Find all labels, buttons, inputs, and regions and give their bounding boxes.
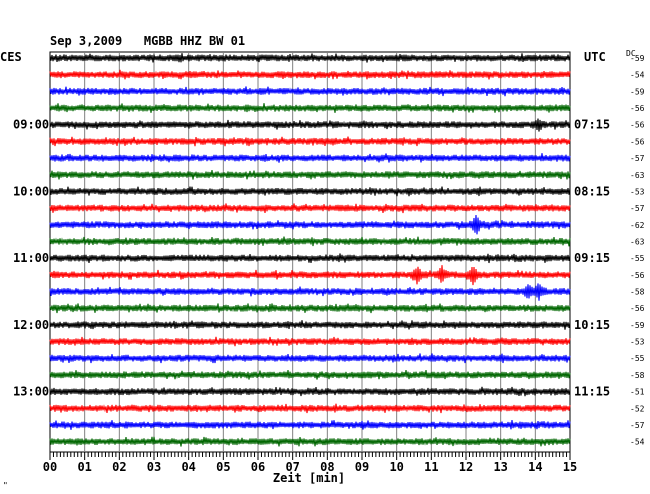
dc-offset-label: -52 [630,404,645,413]
trace-row [49,86,571,97]
dc-offset-label: -62 [630,221,645,230]
trace-row [49,69,571,80]
x-tick-label: 02 [112,460,126,474]
utc-time-label: 09:15 [574,251,610,265]
dc-offset-label: -56 [630,121,645,130]
trace-row [49,320,571,330]
local-time-label: 11:00 [13,251,49,265]
x-tick-label: 09 [355,460,369,474]
trace-row [49,303,571,314]
x-tick-label: 06 [251,460,265,474]
dc-offset-label: -57 [630,204,645,213]
dc-header-label: DC [626,49,636,58]
dc-offset-label: -63 [630,171,645,180]
dc-offset-label: -54 [630,438,645,447]
trace-row [49,153,571,163]
trace-row [49,203,571,214]
dc-offset-label: -58 [630,288,645,297]
utc-time-label: 07:15 [574,118,610,132]
trace-row [49,103,571,113]
local-time-label: 10:00 [13,184,49,198]
trace-row [49,253,571,264]
dc-offset-label: -57 [630,421,645,430]
trace-row [49,386,571,397]
x-tick-label: 00 [43,460,57,474]
x-tick-label: 11 [424,460,438,474]
trace-row [49,118,571,132]
dc-offset-label: -59 [630,321,645,330]
dc-offset-label: -51 [630,388,645,397]
trace-row [49,186,571,197]
x-tick-label: 13 [493,460,507,474]
dc-offset-label: -53 [630,338,645,347]
dc-offset-label: -56 [630,304,645,313]
trace-row [49,265,571,286]
dc-offset-label: -55 [630,354,645,363]
dc-offset-label: -55 [630,254,645,263]
timezone-right-label: UTC [584,50,606,64]
x-tick-label: 01 [77,460,91,474]
dc-offset-label: -53 [630,187,645,196]
dc-offset-label: -59 [630,87,645,96]
local-time-label: 09:00 [13,118,49,132]
x-tick-label: 12 [459,460,473,474]
trace-row [49,353,571,364]
x-tick-label: 03 [147,460,161,474]
x-tick-label: 15 [563,460,577,474]
trace-row [49,370,571,380]
trace-row [49,336,571,347]
dc-offset-label: -56 [630,271,645,280]
dc-offset-label: -54 [630,71,645,80]
minute-grid [49,51,571,460]
trace-row [49,136,571,147]
timezone-left-label: CES [0,50,22,64]
x-tick-label: 04 [181,460,195,474]
x-tick-label: 07 [285,460,299,474]
trace-row [49,436,571,447]
utc-time-label: 10:15 [574,318,610,332]
dc-offset-label: -57 [630,154,645,163]
x-axis-label: Zeit [min] [273,471,345,485]
trace-group [49,53,571,447]
dc-offset-label: -59 [630,54,645,63]
trace-row [49,283,571,301]
trace-row [49,53,571,63]
x-tick-label: 08 [320,460,334,474]
corner-mark: " [3,481,8,490]
dc-offset-label: -58 [630,371,645,380]
local-time-label: 12:00 [13,318,49,332]
utc-time-label: 08:15 [574,184,610,198]
trace-row [49,420,571,430]
dc-offset-label: -63 [630,237,645,246]
x-tick-label: 14 [528,460,542,474]
trace-row [49,170,571,180]
chart-title: Sep 3,2009 MGBB HHZ BW 01 [50,34,245,48]
x-tick-label: 05 [216,460,230,474]
dc-offset-label: -56 [630,104,645,113]
x-tick-label: 10 [389,460,403,474]
trace-row [49,214,571,235]
trace-row [49,236,571,247]
trace-row [49,403,571,414]
dc-offset-label: -56 [630,137,645,146]
label-group: 00 01 02 03 04 05 06 07 08 09 10 11 12 13 14 15 -59 -54 -5… [13,54,645,474]
local-time-label: 13:00 [13,385,49,399]
utc-time-label: 11:15 [574,385,610,399]
